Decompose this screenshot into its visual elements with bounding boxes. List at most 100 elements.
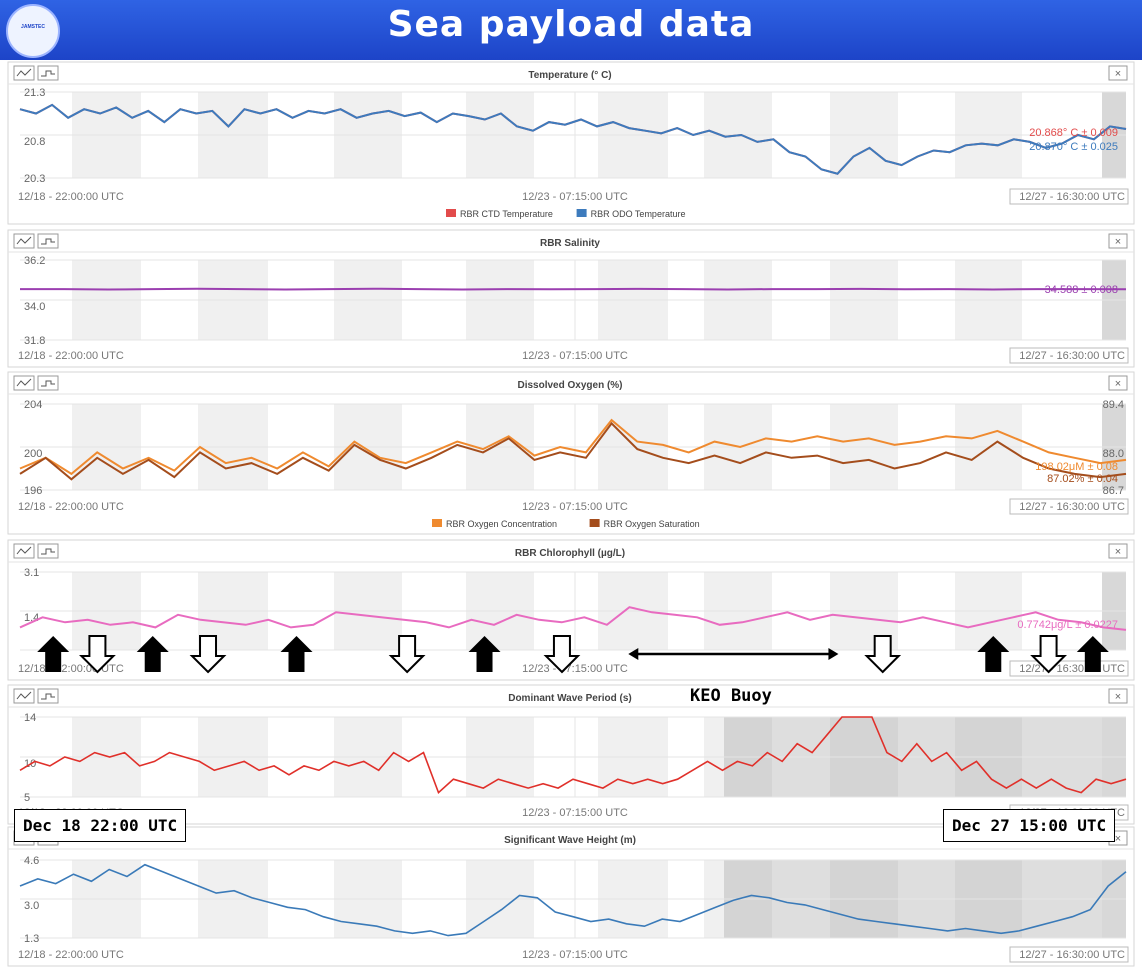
line-mode-button (13, 65, 35, 81)
legend-label: RBR ODO Temperature (591, 209, 686, 219)
down-arrow (388, 635, 426, 674)
panel-frame (7, 684, 1135, 825)
chart-title: RBR Chlorophyll (µg/L) (515, 548, 625, 559)
close-icon: × (1115, 378, 1121, 390)
close-button (1108, 375, 1128, 391)
mid-time-label: 12/23 - 07:15:00 UTC (522, 807, 628, 819)
close-button (1108, 543, 1128, 559)
close-icon: × (1115, 691, 1121, 703)
y-tick-label: 196 (24, 485, 42, 497)
step-mode-button (37, 543, 59, 559)
y-tick-label: 3.0 (24, 900, 39, 912)
line-mode-button (13, 688, 35, 704)
end-time-box-frame (1009, 946, 1129, 963)
y-tick-label: 3.1 (24, 567, 39, 579)
start-time-label: 12/18 - 22:00:00 UTC (18, 663, 124, 675)
chart-title: Dominant Wave Period (s) (508, 693, 632, 704)
series-line (19, 418, 1127, 476)
line-chart-icon (16, 378, 32, 387)
line-chart-icon (16, 68, 32, 77)
series-line (19, 606, 1127, 631)
mid-time-label: 12/23 - 07:15:00 UTC (522, 191, 628, 203)
y-tick-label: 31.8 (24, 335, 45, 347)
mid-time-label: 12/23 - 07:15:00 UTC (522, 350, 628, 362)
chart-title: RBR Salinity (540, 238, 600, 249)
end-time-box-frame (1009, 498, 1129, 515)
close-icon: × (1115, 236, 1121, 248)
end-time-box-frame (1009, 188, 1129, 205)
y-tick-label: 14 (24, 712, 36, 724)
step-chart-icon (41, 548, 55, 555)
y-tick-label: 1.3 (24, 933, 39, 945)
end-time-label: 12/27 - 16:30:00 UTC (1019, 663, 1125, 675)
end-time-label: 12/27 - 16:30:00 UTC (1019, 501, 1125, 513)
series-line (20, 287, 1127, 291)
end-time-box-frame (1009, 347, 1129, 364)
page-title: Sea payload data (387, 4, 755, 45)
up-arrow (1076, 636, 1109, 672)
y-tick-label: 5 (24, 792, 30, 804)
line-chart-icon (16, 546, 32, 555)
mid-time-label: 12/23 - 07:15:00 UTC (522, 501, 628, 513)
up-arrow (468, 636, 501, 672)
legend-label: RBR Oxygen Concentration (446, 519, 557, 529)
y-tick-label: 20.3 (24, 173, 45, 185)
step-chart-icon (41, 380, 55, 387)
chart-title: Dissolved Oxygen (%) (517, 380, 622, 391)
close-button (1108, 233, 1128, 249)
end-time-label: 12/27 - 16:30:00 UTC (1019, 949, 1125, 961)
range-arrow-left-head (628, 648, 639, 660)
down-arrow (79, 635, 116, 674)
step-mode-button (37, 375, 59, 391)
series-line (19, 863, 1127, 937)
legend-swatch (432, 519, 442, 527)
line-mode-button (13, 375, 35, 391)
right-tick-label: 89.4 (1103, 399, 1124, 411)
close-button (1108, 65, 1128, 81)
current-value-label: 20.868° C ± 0.009 (1029, 127, 1118, 139)
series-line (19, 716, 1127, 794)
y-tick-label: 204 (24, 399, 42, 411)
y-tick-label: 200 (24, 448, 42, 460)
y-tick-label: 36.2 (24, 255, 45, 267)
start-time-label: 12/18 - 22:00:00 UTC (18, 350, 124, 362)
y-tick-label: 21.3 (24, 87, 45, 99)
right-tick-label: 88.0 (1103, 448, 1124, 460)
start-time-label: 12/18 - 22:00:00 UTC (18, 501, 124, 513)
up-arrow (136, 636, 169, 672)
end-time-box: Dec 27 15:00 UTC (943, 809, 1116, 842)
legend-swatch (576, 209, 587, 217)
panel-frame (7, 826, 1135, 967)
close-icon: × (1115, 68, 1121, 80)
start-time-box: Dec 18 22:00 UTC (14, 809, 187, 842)
title-bar: JAMSTEC Sea payload data (0, 0, 1142, 60)
current-value-label: 20.870° C ± 0.025 (1029, 141, 1118, 153)
step-mode-button (37, 65, 59, 81)
line-mode-button (13, 543, 35, 559)
line-chart-icon (16, 236, 32, 245)
up-arrow (280, 636, 313, 672)
start-time-label: 12/18 - 22:00:00 UTC (18, 949, 124, 961)
end-time-label: 12/27 - 16:30:00 UTC (1019, 191, 1125, 203)
current-value-label: 198.02μM ± 0.08 (1035, 461, 1118, 473)
legend-label: RBR CTD Temperature (460, 209, 553, 219)
down-arrow (189, 635, 227, 674)
step-mode-button (37, 233, 59, 249)
chart-title: Significant Wave Height (m) (504, 835, 636, 846)
step-chart-icon (41, 238, 55, 245)
up-arrow (37, 636, 70, 672)
range-arrow-right-head (828, 648, 839, 660)
logo-text: JAMSTEC (21, 24, 45, 30)
legend-label: RBR Oxygen Saturation (604, 519, 700, 529)
chart-title: Temperature (° C) (528, 70, 611, 81)
start-time-label: 12/18 - 22:00:00 UTC (18, 191, 124, 203)
panel-frame (7, 229, 1135, 368)
y-tick-label: 4.6 (24, 855, 39, 867)
close-icon: × (1115, 546, 1121, 558)
legend-swatch (446, 209, 456, 217)
keo-buoy-label: KEO Buoy (690, 686, 772, 706)
y-tick-label: 20.8 (24, 136, 45, 148)
end-time-label: 12/27 - 16:30:00 UTC (1019, 350, 1125, 362)
jamstec-logo: JAMSTEC (6, 4, 60, 58)
